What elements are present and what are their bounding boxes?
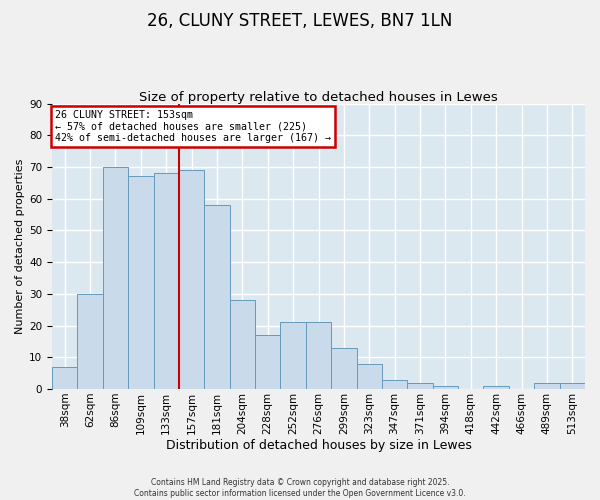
Y-axis label: Number of detached properties: Number of detached properties (15, 158, 25, 334)
Bar (52, 367, 77, 389)
Bar (280, 322, 306, 389)
Bar (103, 167, 128, 389)
Bar (382, 380, 407, 389)
Bar (230, 300, 255, 389)
Text: 26, CLUNY STREET, LEWES, BN7 1LN: 26, CLUNY STREET, LEWES, BN7 1LN (148, 12, 452, 30)
Bar (331, 348, 356, 389)
Bar (128, 176, 154, 389)
Bar (407, 382, 433, 389)
Bar (484, 386, 509, 389)
Bar (306, 322, 331, 389)
Bar (433, 386, 458, 389)
Bar (534, 382, 560, 389)
Bar (560, 382, 585, 389)
Title: Size of property relative to detached houses in Lewes: Size of property relative to detached ho… (139, 90, 498, 104)
Bar (255, 335, 280, 389)
X-axis label: Distribution of detached houses by size in Lewes: Distribution of detached houses by size … (166, 440, 472, 452)
Text: Contains HM Land Registry data © Crown copyright and database right 2025.
Contai: Contains HM Land Registry data © Crown c… (134, 478, 466, 498)
Bar (179, 170, 204, 389)
Text: 26 CLUNY STREET: 153sqm
← 57% of detached houses are smaller (225)
42% of semi-d: 26 CLUNY STREET: 153sqm ← 57% of detache… (55, 110, 331, 143)
Bar (77, 294, 103, 389)
Bar (154, 174, 179, 389)
Bar (204, 205, 230, 389)
Bar (356, 364, 382, 389)
